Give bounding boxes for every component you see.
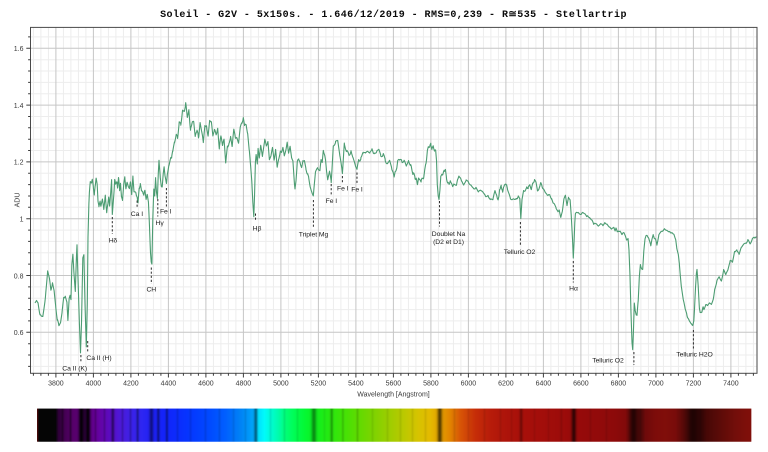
svg-text:4200: 4200 <box>123 381 139 388</box>
svg-text:0.6: 0.6 <box>14 330 24 337</box>
svg-text:3800: 3800 <box>48 381 64 388</box>
svg-text:1: 1 <box>20 217 24 224</box>
svg-text:4400: 4400 <box>161 381 177 388</box>
svg-text:Hα: Hα <box>569 286 578 293</box>
svg-text:Fe I: Fe I <box>351 187 363 194</box>
svg-text:6400: 6400 <box>536 381 552 388</box>
svg-text:1.2: 1.2 <box>14 160 24 167</box>
svg-text:6800: 6800 <box>611 381 627 388</box>
svg-text:5800: 5800 <box>423 381 439 388</box>
svg-text:Telluric O2: Telluric O2 <box>504 249 536 256</box>
svg-text:7400: 7400 <box>723 381 739 388</box>
svg-text:Soleil - G2V - 5x150s. - 1.646: Soleil - G2V - 5x150s. - 1.646/12/2019 -… <box>160 9 627 21</box>
svg-text:Wavelength [Angstrom]: Wavelength [Angstrom] <box>357 391 430 398</box>
svg-text:1.4: 1.4 <box>14 103 24 110</box>
svg-text:0.8: 0.8 <box>14 273 24 280</box>
svg-text:6600: 6600 <box>573 381 589 388</box>
svg-text:Hδ: Hδ <box>109 238 118 245</box>
svg-text:6000: 6000 <box>461 381 477 388</box>
svg-text:Fe I: Fe I <box>337 186 349 193</box>
svg-text:(D2 et D1): (D2 et D1) <box>433 239 464 246</box>
svg-text:7200: 7200 <box>686 381 702 388</box>
svg-text:Ca II (H): Ca II (H) <box>86 355 111 362</box>
svg-text:Doublet Na: Doublet Na <box>432 231 466 238</box>
svg-text:4600: 4600 <box>198 381 214 388</box>
svg-text:Telluric O2: Telluric O2 <box>592 358 624 365</box>
svg-text:Ca I: Ca I <box>131 211 143 218</box>
svg-text:5600: 5600 <box>386 381 402 388</box>
svg-text:ADU: ADU <box>15 193 22 208</box>
svg-text:5200: 5200 <box>311 381 327 388</box>
svg-text:CH: CH <box>146 286 156 293</box>
svg-text:6200: 6200 <box>498 381 514 388</box>
svg-text:5000: 5000 <box>273 381 289 388</box>
svg-text:7000: 7000 <box>648 381 664 388</box>
svg-text:Fe I: Fe I <box>160 209 172 216</box>
svg-text:5400: 5400 <box>348 381 364 388</box>
svg-text:Fe I: Fe I <box>326 198 338 205</box>
svg-text:Telluric H2O: Telluric H2O <box>676 352 712 359</box>
svg-text:Ca II (K): Ca II (K) <box>62 365 87 372</box>
svg-text:1.6: 1.6 <box>14 46 24 53</box>
svg-text:Hγ: Hγ <box>155 220 164 227</box>
svg-text:Hβ: Hβ <box>253 226 262 233</box>
svg-text:Triplet Mg: Triplet Mg <box>299 232 329 239</box>
svg-text:4000: 4000 <box>86 381 102 388</box>
svg-text:4800: 4800 <box>236 381 252 388</box>
